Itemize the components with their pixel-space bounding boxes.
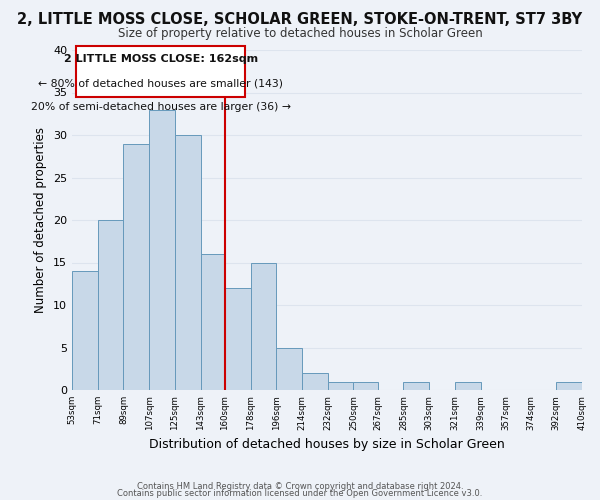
Bar bbox=[72, 271, 98, 390]
Bar bbox=[328, 382, 353, 390]
Bar bbox=[149, 110, 175, 390]
Bar bbox=[251, 262, 276, 390]
Text: 2, LITTLE MOSS CLOSE, SCHOLAR GREEN, STOKE-ON-TRENT, ST7 3BY: 2, LITTLE MOSS CLOSE, SCHOLAR GREEN, STO… bbox=[17, 12, 583, 28]
Bar bbox=[403, 382, 429, 390]
Text: 2 LITTLE MOSS CLOSE: 162sqm: 2 LITTLE MOSS CLOSE: 162sqm bbox=[64, 54, 257, 64]
Y-axis label: Number of detached properties: Number of detached properties bbox=[34, 127, 47, 313]
Bar bbox=[200, 254, 225, 390]
Bar bbox=[302, 373, 328, 390]
Bar bbox=[556, 382, 582, 390]
Bar bbox=[455, 382, 481, 390]
FancyBboxPatch shape bbox=[76, 46, 245, 97]
Text: Size of property relative to detached houses in Scholar Green: Size of property relative to detached ho… bbox=[118, 28, 482, 40]
X-axis label: Distribution of detached houses by size in Scholar Green: Distribution of detached houses by size … bbox=[149, 438, 505, 451]
Bar bbox=[276, 348, 302, 390]
Text: ← 80% of detached houses are smaller (143): ← 80% of detached houses are smaller (14… bbox=[38, 78, 283, 88]
Text: Contains public sector information licensed under the Open Government Licence v3: Contains public sector information licen… bbox=[118, 490, 482, 498]
Bar bbox=[175, 135, 200, 390]
Text: Contains HM Land Registry data © Crown copyright and database right 2024.: Contains HM Land Registry data © Crown c… bbox=[137, 482, 463, 491]
Bar bbox=[98, 220, 124, 390]
Bar bbox=[124, 144, 149, 390]
Bar bbox=[353, 382, 378, 390]
Bar bbox=[225, 288, 251, 390]
Text: 20% of semi-detached houses are larger (36) →: 20% of semi-detached houses are larger (… bbox=[31, 102, 290, 112]
